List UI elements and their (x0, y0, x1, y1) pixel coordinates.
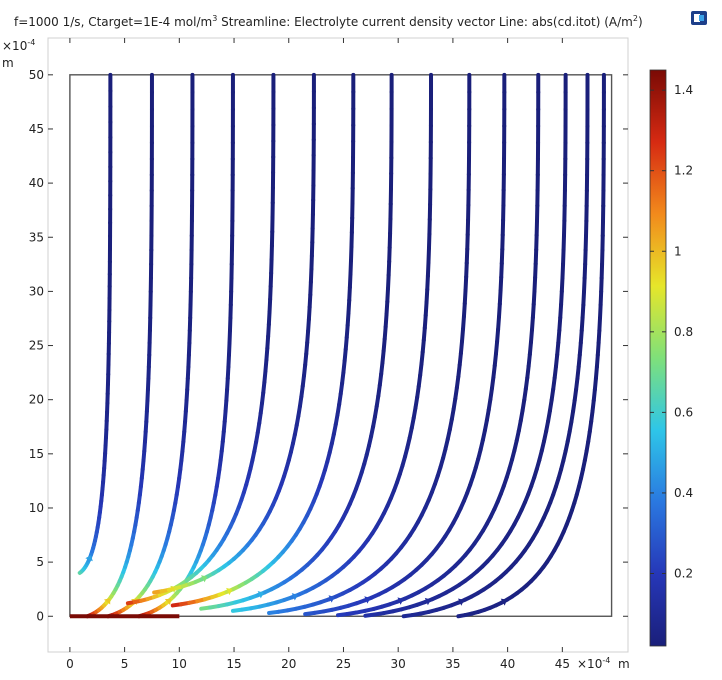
x-axis-multiplier: ×10-4 (577, 656, 610, 671)
x-tick-label: 0 (66, 657, 74, 671)
y-tick-label: 20 (29, 393, 44, 407)
y-tick-label: 0 (36, 609, 44, 623)
comsol-graphics-icon[interactable] (690, 10, 708, 26)
x-tick-label: 5 (121, 657, 129, 671)
x-tick-label: 25 (336, 657, 351, 671)
colorbar (650, 70, 666, 646)
x-tick-label: 15 (226, 657, 241, 671)
colorbar-tick-label: 1.4 (674, 83, 693, 97)
y-tick-label: 45 (29, 122, 44, 136)
plot-title: f=1000 1/s, Ctarget=1E-4 mol/m3 Streamli… (14, 14, 643, 29)
y-tick-label: 50 (29, 68, 44, 82)
colorbar-tick-label: 0.6 (674, 405, 693, 419)
colorbar-tick-label: 0.4 (674, 486, 693, 500)
colorbar-tick-label: 0.2 (674, 566, 693, 580)
y-axis-multiplier: ×10-4 (2, 38, 35, 53)
y-tick-label: 40 (29, 176, 44, 190)
y-tick-label: 10 (29, 501, 44, 515)
streamlines (80, 75, 604, 616)
streamline (80, 75, 111, 573)
x-tick-label: 40 (500, 657, 515, 671)
colorbar-tick-label: 1.2 (674, 164, 693, 178)
colorbar-tick-label: 0.8 (674, 325, 693, 339)
x-tick-label: 20 (281, 657, 296, 671)
y-tick-label: 30 (29, 284, 44, 298)
axis-ticks (48, 38, 628, 652)
plot-frame (48, 38, 628, 652)
y-axis-unit: m (2, 56, 14, 70)
y-tick-label: 35 (29, 230, 44, 244)
streamline (233, 75, 431, 611)
y-tick-label: 15 (29, 447, 44, 461)
x-tick-label: 35 (445, 657, 460, 671)
x-axis-unit: m (618, 657, 630, 671)
y-tick-label: 25 (29, 339, 44, 353)
x-tick-label: 45 (555, 657, 570, 671)
x-tick-label: 30 (391, 657, 406, 671)
x-tick-label: 10 (172, 657, 187, 671)
y-tick-label: 5 (36, 555, 44, 569)
colorbar-tick-label: 1 (674, 244, 682, 258)
